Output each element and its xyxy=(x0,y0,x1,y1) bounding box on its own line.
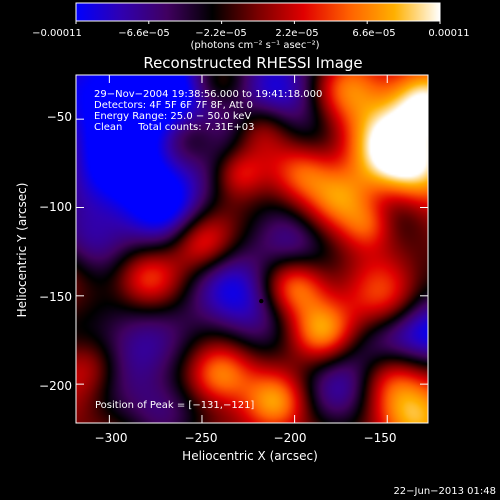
colorbar-tick-label: −0.00011 xyxy=(32,28,82,39)
colorbar-tick-label: 0.00011 xyxy=(428,28,469,39)
x-tick-label: −200 xyxy=(274,431,307,445)
y-tick-label: −200 xyxy=(39,379,72,393)
colorbar-tick-label: 6.6e−05 xyxy=(352,28,395,39)
center-marker xyxy=(259,298,264,304)
colorbar-unit-label: (photons cm⁻² s⁻¹ asec⁻²) xyxy=(190,40,319,51)
y-tick-label: −150 xyxy=(39,290,72,304)
y-axis-ticks xyxy=(76,118,428,385)
y-tick-label: −100 xyxy=(39,200,72,214)
y-tick-label: −50 xyxy=(47,110,72,124)
colorbar-strip xyxy=(75,2,441,22)
heatmap-image xyxy=(76,75,428,423)
colorbar-tick-label: −2.2e−05 xyxy=(195,28,247,39)
info-annotation: 29−Nov−2004 19:38:56.000 to 19:41:18.000… xyxy=(94,89,322,133)
y-axis-label: Heliocentric Y (arcsec) xyxy=(15,183,29,318)
x-axis-ticks xyxy=(108,75,388,423)
colorbar-ticks xyxy=(75,21,441,24)
x-tick-label: −250 xyxy=(185,431,218,445)
colorbar-tick-label: 2.2e−05 xyxy=(275,28,318,39)
peak-position-label: Position of Peak = [−131,−121] xyxy=(95,400,254,411)
x-tick-label: −300 xyxy=(95,431,128,445)
info-line-counts: Clean Total counts: 7.31E+03 xyxy=(94,122,254,133)
generation-date: 22−Jun−2013 01:48 xyxy=(393,486,496,497)
info-line-energy: Energy Range: 25.0 − 50.0 keV xyxy=(94,111,251,122)
chart-title: Reconstructed RHESSI Image xyxy=(143,54,362,72)
x-axis-label: Heliocentric X (arcsec) xyxy=(182,449,318,463)
plot-frame xyxy=(75,74,429,424)
info-line-detectors: Detectors: 4F 5F 6F 7F 8F, Att 0 xyxy=(94,100,253,111)
colorbar: −0.00011 −6.6e−05 −2.2e−05 2.2e−05 6.6e−… xyxy=(32,2,470,51)
info-line-time: 29−Nov−2004 19:38:56.000 to 19:41:18.000 xyxy=(94,89,322,100)
plot-area xyxy=(75,74,429,424)
colorbar-tick-label: −6.6e−05 xyxy=(118,28,170,39)
x-tick-label: −150 xyxy=(364,431,397,445)
